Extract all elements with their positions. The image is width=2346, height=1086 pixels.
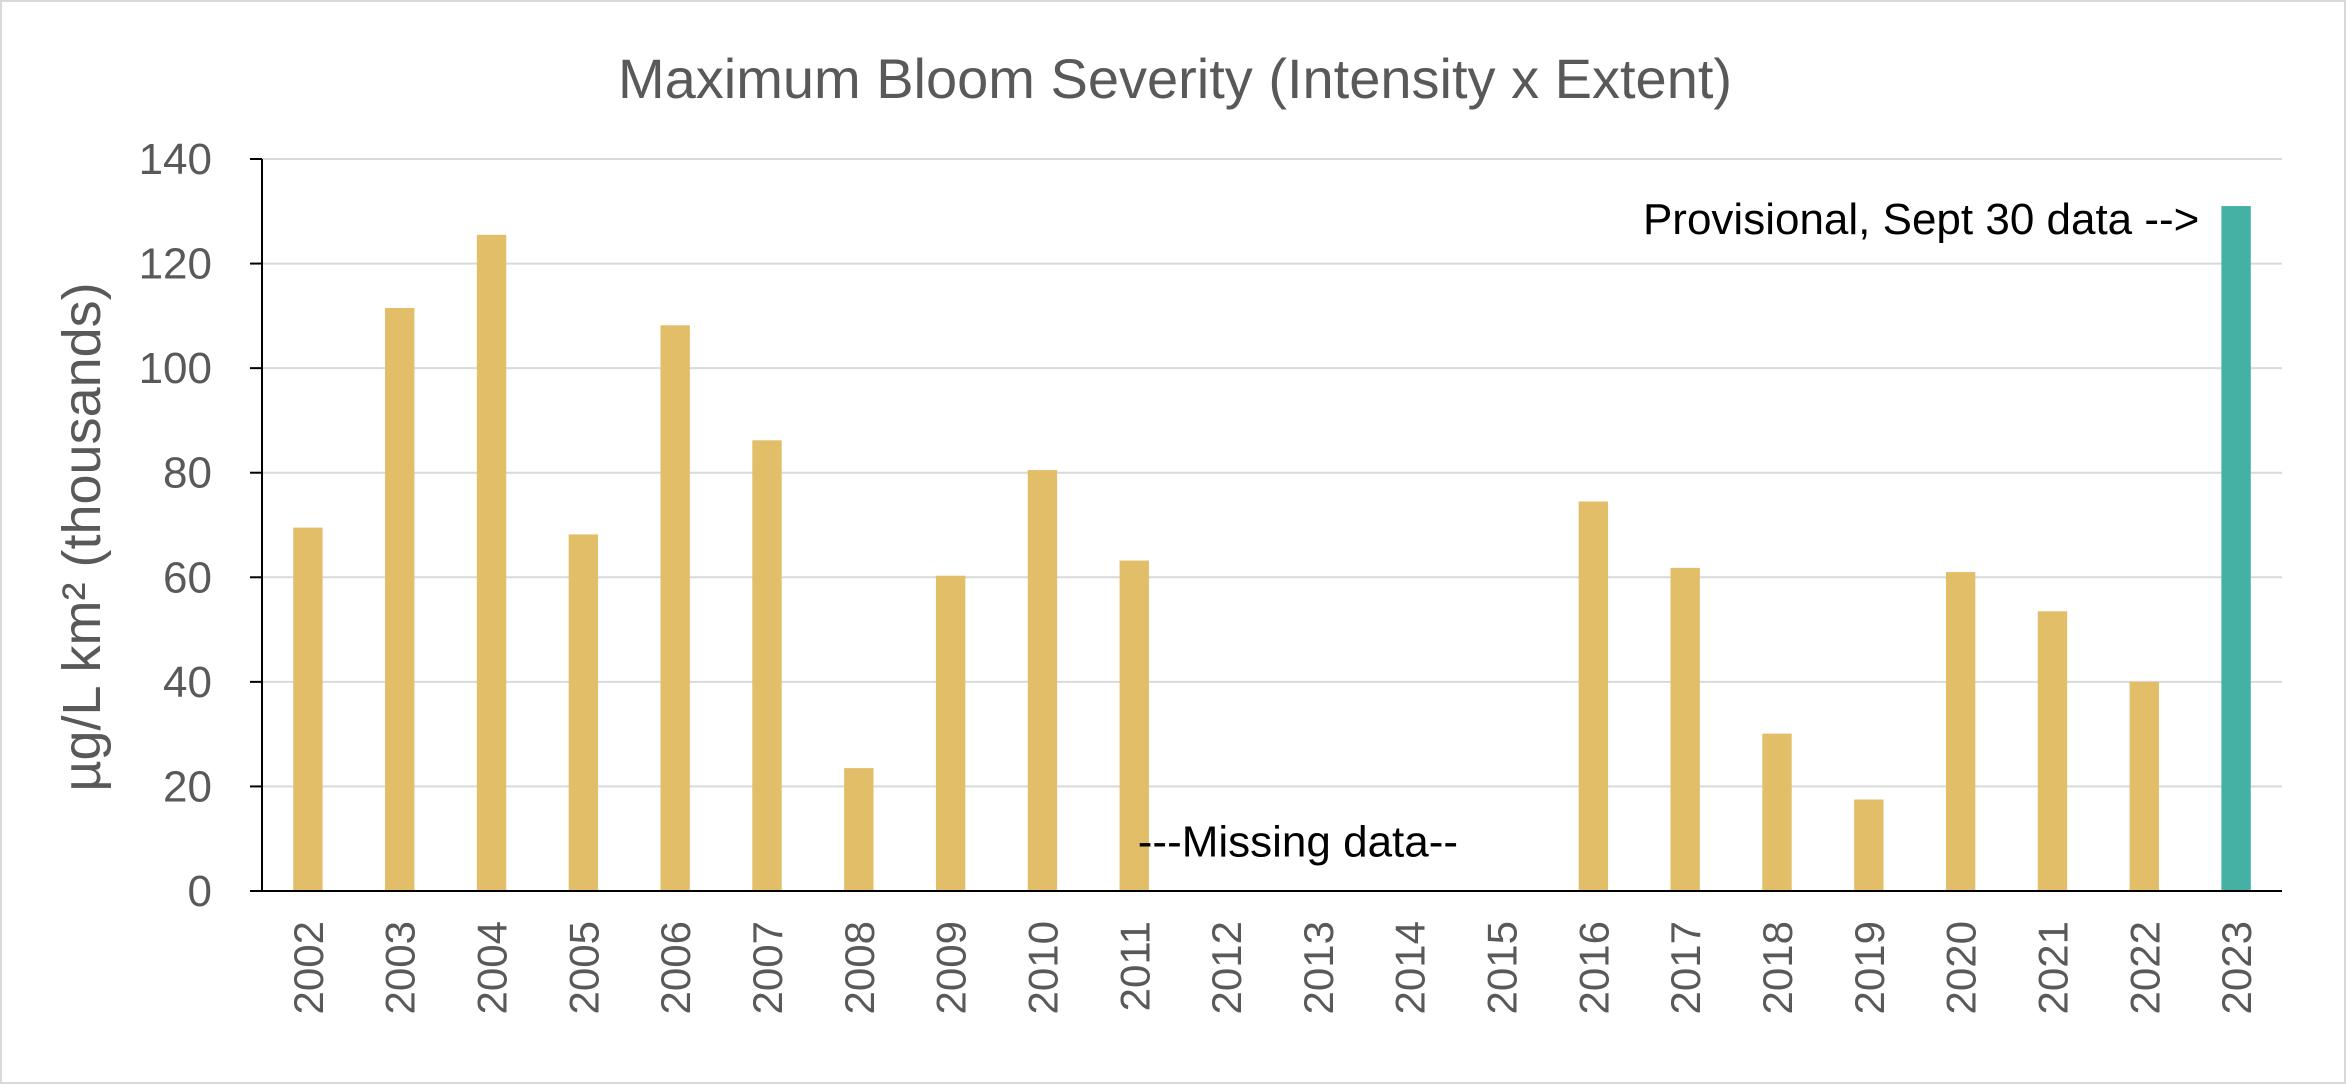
- annotations: Provisional, Sept 30 data --> ---Missing …: [1138, 195, 2200, 866]
- bar-2010: [1027, 470, 1058, 891]
- x-tick-label: 2015: [1479, 921, 1526, 1014]
- x-tick-label: 2007: [744, 921, 791, 1014]
- y-tick-label: 140: [139, 135, 212, 184]
- x-tick-label: 2014: [1387, 921, 1434, 1014]
- x-tick-label: 2011: [1111, 921, 1158, 1011]
- y-axis-label: µg/L km² (thousands): [52, 282, 112, 791]
- x-tick-label: 2008: [836, 921, 883, 1014]
- x-tick-label: 2019: [1846, 921, 1893, 1014]
- x-tick-label: 2020: [1938, 921, 1985, 1014]
- x-tick-label: 2009: [928, 921, 975, 1014]
- y-tick-label: 0: [188, 867, 212, 916]
- bar-2021: [2037, 611, 2068, 891]
- bar-2020: [1945, 572, 1976, 891]
- y-tick-label: 40: [163, 658, 212, 707]
- grid-lines: [250, 158, 2282, 892]
- provisional-annotation: Provisional, Sept 30 data -->: [1643, 195, 2199, 244]
- bar-2011: [1119, 560, 1149, 891]
- x-tick-label: 2005: [560, 921, 607, 1014]
- x-tick-label: 2010: [1019, 921, 1066, 1014]
- y-tick-labels: 0 20 40 60 80 100 120 140: [139, 135, 212, 916]
- bar-2017: [1670, 567, 1700, 891]
- y-tick-label: 20: [163, 762, 212, 811]
- bar-2005: [568, 534, 599, 891]
- x-tick-label: 2016: [1570, 921, 1617, 1014]
- axes: [261, 159, 2282, 892]
- y-tick-label: 60: [163, 553, 212, 602]
- bar-2002: [293, 527, 323, 891]
- bar-2003: [385, 308, 415, 891]
- bars: [293, 206, 2251, 892]
- y-tick-label: 80: [163, 449, 212, 498]
- bar-2007: [752, 440, 782, 891]
- bar-2004: [476, 234, 507, 892]
- x-tick-label: 2023: [2213, 921, 2260, 1014]
- bar-2023: [2221, 206, 2251, 892]
- x-tick-label: 2022: [2121, 921, 2168, 1014]
- x-tick-label: 2018: [1754, 921, 1801, 1014]
- bar-2006: [660, 325, 690, 892]
- x-tick-label: 2004: [469, 921, 516, 1014]
- chart-title: Maximum Bloom Severity (Intensity x Exte…: [618, 47, 1732, 110]
- bar-2019: [1854, 799, 1884, 891]
- bar-2018: [1762, 733, 1792, 891]
- x-tick-label: 2002: [285, 921, 332, 1014]
- x-tick-label: 2013: [1295, 921, 1342, 1014]
- x-tick-label: 2006: [652, 921, 699, 1014]
- bar-2016: [1578, 501, 1609, 891]
- bar-2022: [2129, 681, 2159, 891]
- bar-2009: [935, 575, 966, 891]
- x-tick-label: 2003: [377, 921, 424, 1014]
- x-tick-label: 2017: [1662, 921, 1709, 1014]
- x-tick-label: 2012: [1203, 921, 1250, 1014]
- x-tick-label: 2021: [2029, 921, 2076, 1014]
- x-tick-labels: 2002 2003 2004 2005 2006 2007 2008 2009 2010 2011…: [285, 921, 2260, 1014]
- y-tick-label: 100: [139, 344, 212, 393]
- bar-2008: [844, 768, 874, 891]
- missing-data-annotation: ---Missing data--: [1138, 817, 1458, 866]
- y-tick-label: 120: [139, 240, 212, 289]
